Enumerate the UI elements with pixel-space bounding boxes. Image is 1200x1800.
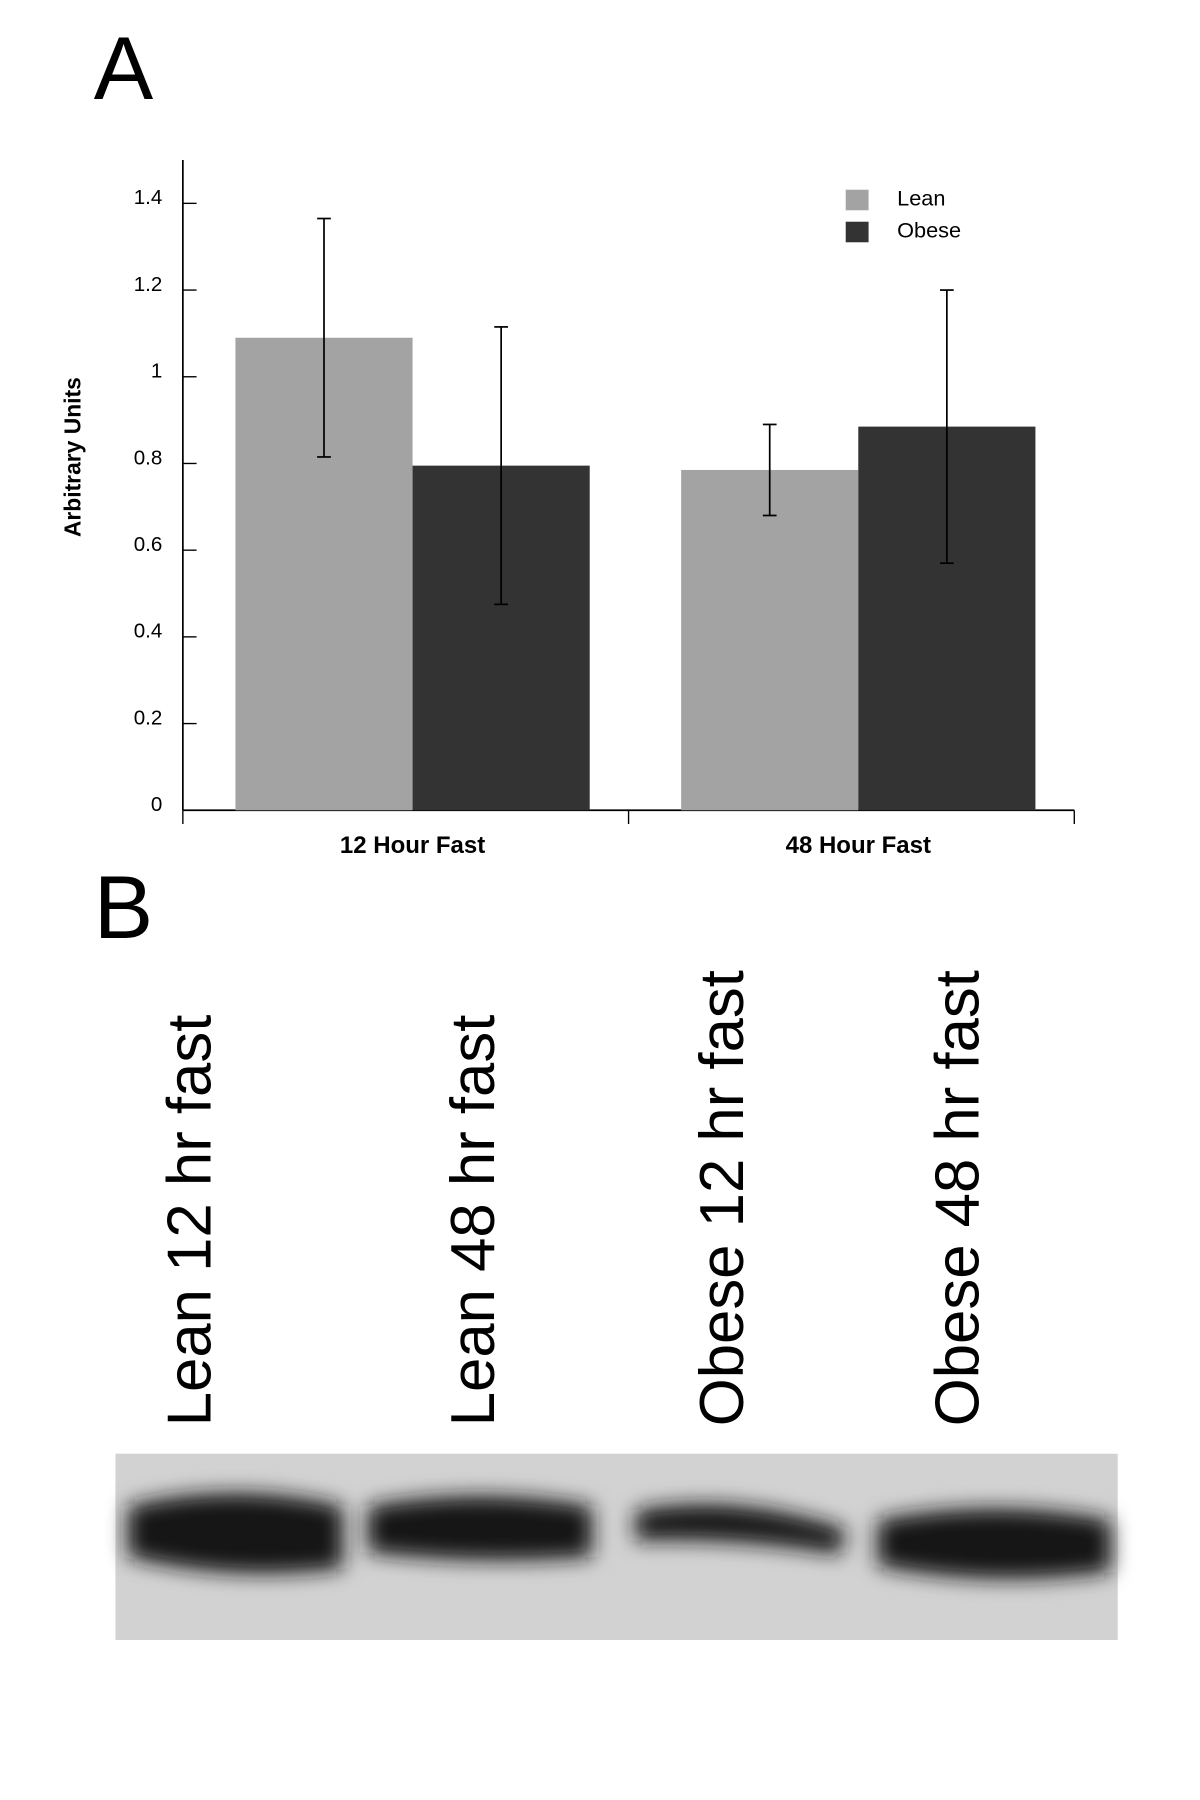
legend-label: Lean	[897, 186, 945, 211]
y-axis-label: Arbitrary Units	[59, 377, 85, 537]
panel-label: B	[94, 857, 153, 957]
y-tick-label: 0.2	[134, 706, 163, 729]
y-tick-label: 1.2	[134, 273, 163, 296]
legend-swatch	[845, 221, 869, 243]
legend-label: Obese	[897, 218, 961, 243]
lane-label: Obese 12 hr fast	[688, 970, 757, 1426]
lane-label: Lean 48 hr fast	[439, 1015, 508, 1427]
x-tick-label: 48 Hour Fast	[786, 832, 931, 859]
x-tick-label: 12 Hour Fast	[340, 832, 485, 859]
lane-label: Obese 48 hr fast	[924, 970, 993, 1426]
y-tick-label: 0.8	[134, 446, 163, 469]
bar	[681, 469, 859, 811]
blot	[115, 1453, 1118, 1640]
lane-label: Lean 12 hr fast	[156, 1015, 225, 1427]
panel-label: A	[94, 18, 154, 118]
blot-bands	[128, 1493, 1111, 1579]
y-tick-label: 0.4	[134, 620, 163, 643]
y-tick-label: 1.4	[134, 186, 163, 209]
y-tick-label: 0	[151, 793, 162, 816]
legend-swatch	[845, 189, 869, 211]
y-tick-label: 0.6	[134, 533, 163, 556]
y-tick-label: 1	[151, 360, 162, 383]
